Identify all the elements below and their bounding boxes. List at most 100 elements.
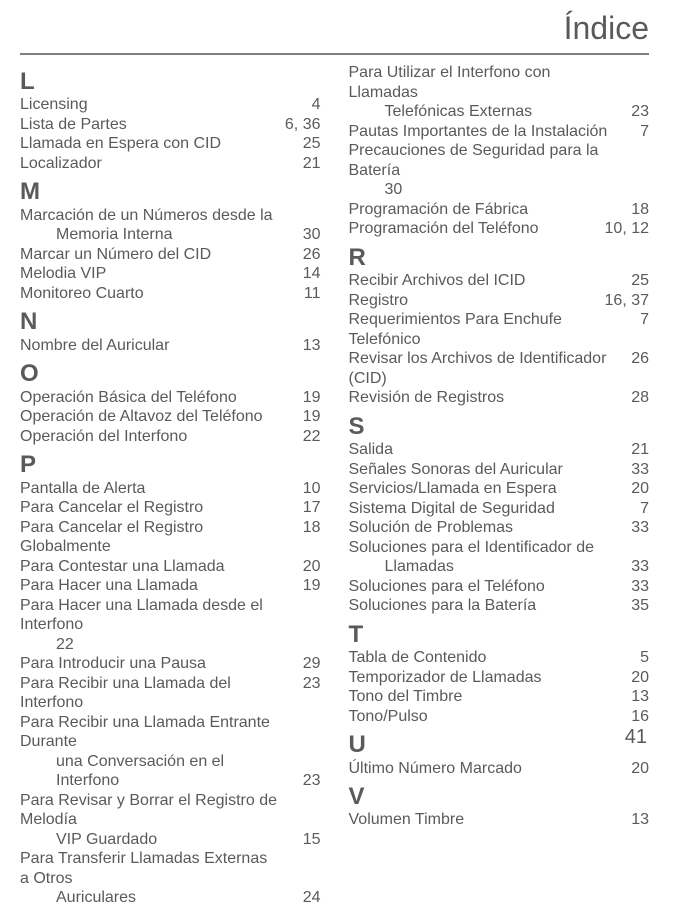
index-entry: Localizador21: [20, 154, 321, 174]
index-entry-text: Señales Sonoras del Auricular: [349, 460, 650, 480]
index-entry-page: 23: [631, 102, 649, 122]
index-entry-text: Revisar los Archivos de Identificador (C…: [349, 349, 650, 388]
index-entry-page: 20: [631, 759, 649, 779]
left-column: LLicensing4Lista de Partes6, 36Llamada e…: [20, 63, 321, 908]
index-entry: Pautas Importantes de la Instalación7: [349, 122, 650, 142]
index-entry: Llamada en Espera con CID25: [20, 134, 321, 154]
index-entry-text: Soluciones para el Teléfono: [349, 577, 650, 597]
index-entry-page: 24: [303, 888, 321, 908]
index-entry: Para Cancelar el Registro Globalmente18: [20, 518, 321, 557]
index-entry-page: 5: [640, 648, 649, 668]
index-letter: L: [20, 69, 321, 95]
index-entry: Para Cancelar el Registro17: [20, 498, 321, 518]
index-entry: Revisar los Archivos de Identificador (C…: [349, 349, 650, 388]
columns: LLicensing4Lista de Partes6, 36Llamada e…: [20, 63, 649, 908]
index-entry-page: 16: [631, 707, 649, 727]
index-entry-text: Pautas Importantes de la Instalación: [349, 122, 650, 142]
index-entry-text: Operación Básica del Teléfono: [20, 388, 321, 408]
index-entry: Soluciones para la Batería35: [349, 596, 650, 616]
index-entry: Para Hacer una Llamada desde el Interfon…: [20, 596, 321, 655]
index-entry: Salida21: [349, 440, 650, 460]
index-entry-page: 33: [631, 460, 649, 480]
index-entry-page: 15: [303, 830, 321, 850]
index-letter: M: [20, 179, 321, 205]
index-entry-text: Precauciones de Seguridad para la Baterí…: [349, 141, 650, 200]
index-entry: Tono/Pulso16: [349, 707, 650, 727]
index-entry-page: 17: [303, 498, 321, 518]
index-entry-text: Temporizador de Llamadas: [349, 668, 650, 688]
index-letter: P: [20, 452, 321, 478]
index-entry-text: Para Hacer una Llamada: [20, 576, 321, 596]
index-letter: V: [349, 784, 650, 810]
index-entry-page: 22: [303, 427, 321, 447]
index-entry: Para Introducir una Pausa29: [20, 654, 321, 674]
index-entry-page: 13: [631, 687, 649, 707]
index-entry-text: Para Introducir una Pausa: [20, 654, 321, 674]
index-letter: U: [349, 732, 650, 758]
index-entry-text: Nombre del Auricular: [20, 336, 321, 356]
index-entry-continuation: Memoria Interna: [20, 225, 281, 245]
index-entry: Soluciones para el Teléfono33: [349, 577, 650, 597]
index-entry-text: Tono/Pulso: [349, 707, 650, 727]
index-entry-page: 33: [631, 577, 649, 597]
index-entry-text: Recibir Archivos del ICID: [349, 271, 650, 291]
index-entry: Último Número Marcado20: [349, 759, 650, 779]
index-entry: Melodia VIP14: [20, 264, 321, 284]
index-entry-page: 26: [303, 245, 321, 265]
index-entry-page: 4: [312, 95, 321, 115]
index-entry: Nombre del Auricular13: [20, 336, 321, 356]
index-entry-text: Revisión de Registros: [349, 388, 650, 408]
index-entry: Tono del Timbre13: [349, 687, 650, 707]
index-entry-page: 7: [640, 499, 649, 519]
index-entry-page: 19: [303, 576, 321, 596]
index-entry: Temporizador de Llamadas20: [349, 668, 650, 688]
index-entry-text: Monitoreo Cuarto: [20, 284, 321, 304]
index-entry: Para Hacer una Llamada19: [20, 576, 321, 596]
index-entry-text: Requerimientos Para Enchufe Telefónico: [349, 310, 650, 349]
index-entry-page: 26: [631, 349, 649, 369]
index-entry: Soluciones para el Identificador deLlama…: [349, 538, 650, 577]
index-entry-text: Localizador: [20, 154, 321, 174]
index-entry-text: Licensing: [20, 95, 321, 115]
index-entry-text: Para Revisar y Borrar el Registro de Mel…: [20, 791, 321, 850]
index-entry-page: 33: [631, 518, 649, 538]
index-entry-text: Llamada en Espera con CID: [20, 134, 321, 154]
index-entry-text: Soluciones para la Batería: [349, 596, 650, 616]
index-entry-text: Salida: [349, 440, 650, 460]
index-entry: Revisión de Registros28: [349, 388, 650, 408]
index-entry-text: Tono del Timbre: [349, 687, 650, 707]
index-entry-page: 20: [303, 557, 321, 577]
index-entry-page: 25: [631, 271, 649, 291]
index-entry-text: Para Hacer una Llamada desde el Interfon…: [20, 596, 321, 655]
index-entry: Programación de Fábrica18: [349, 200, 650, 220]
index-entry-text: Para Cancelar el Registro Globalmente: [20, 518, 321, 557]
index-entry-continuation: Llamadas: [349, 557, 610, 577]
index-entry-page: 14: [303, 264, 321, 284]
index-entry-page: 20: [631, 479, 649, 499]
index-entry-text: Para Cancelar el Registro: [20, 498, 321, 518]
index-entry-text: Último Número Marcado: [349, 759, 650, 779]
right-column: Para Utilizar el Interfono con LlamadasT…: [349, 63, 650, 908]
index-entry-page: 11: [304, 284, 321, 304]
index-entry-continuation: Auriculares: [20, 888, 281, 908]
index-entry-text: Marcar un Número del CID: [20, 245, 321, 265]
index-entry-text: Sistema Digital de Seguridad: [349, 499, 650, 519]
index-entry: Para Recibir una Llamada del Interfono23: [20, 674, 321, 713]
index-entry-page: 33: [631, 557, 649, 577]
index-entry-page: 21: [631, 440, 649, 460]
index-entry-text: Servicios/Llamada en Espera: [349, 479, 650, 499]
index-entry-page: 30: [303, 225, 321, 245]
index-entry-text: Lista de Partes: [20, 115, 321, 135]
index-entry-continuation: VIP Guardado: [20, 830, 281, 850]
index-entry: Registro16, 37: [349, 291, 650, 311]
index-entry-text: Para Recibir una Llamada del Interfono: [20, 674, 321, 713]
index-entry-text: Operación de Altavoz del Teléfono: [20, 407, 321, 427]
index-entry-page: 20: [631, 668, 649, 688]
index-entry: Precauciones de Seguridad para la Baterí…: [349, 141, 650, 200]
index-entry: Para Utilizar el Interfono con LlamadasT…: [349, 63, 650, 122]
index-entry-page: 21: [303, 154, 321, 174]
index-letter: O: [20, 361, 321, 387]
index-entry-page: 28: [631, 388, 649, 408]
index-entry: Solución de Problemas33: [349, 518, 650, 538]
index-entry-text: Soluciones para el Identificador deLlama…: [349, 538, 650, 577]
